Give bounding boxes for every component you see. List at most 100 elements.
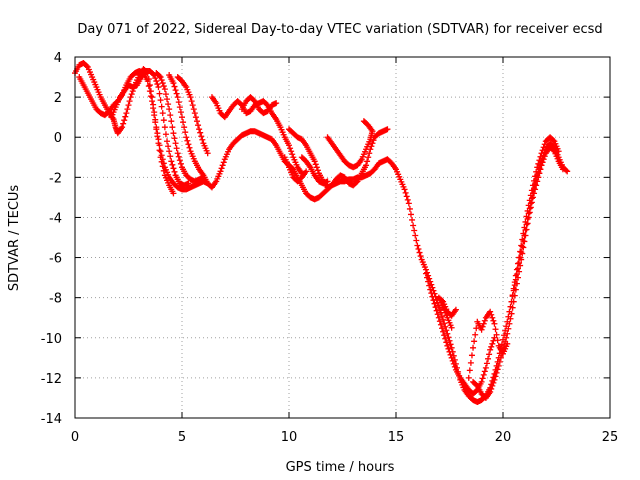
- data-point: [550, 137, 557, 144]
- data-point: [120, 120, 127, 127]
- data-point: [159, 80, 166, 87]
- data-point: [503, 334, 510, 341]
- data-point: [488, 343, 495, 350]
- data-point: [185, 141, 192, 148]
- data-point: [193, 118, 200, 125]
- data-point: [533, 168, 540, 175]
- data-point: [174, 150, 181, 157]
- data-point: [401, 186, 408, 193]
- data-point: [384, 126, 391, 133]
- data-point: [470, 344, 477, 351]
- data-point: [497, 354, 504, 361]
- data-point: [448, 354, 455, 361]
- x-tick-label: 0: [71, 430, 79, 445]
- data-point: [155, 140, 162, 147]
- data-point: [405, 200, 412, 207]
- data-point: [167, 112, 174, 119]
- data-point: [186, 144, 193, 151]
- data-point: [150, 105, 157, 112]
- data-point: [489, 314, 496, 321]
- y-tick-label: -2: [49, 171, 62, 186]
- data-point: [166, 106, 173, 113]
- data-point: [485, 355, 492, 362]
- data-point: [165, 143, 172, 150]
- data-point: [507, 315, 514, 322]
- y-tick-label: -14: [41, 412, 62, 427]
- data-point: [173, 145, 180, 152]
- data-point: [498, 350, 505, 357]
- data-point: [171, 83, 178, 90]
- data-point: [126, 98, 133, 105]
- data-point: [353, 179, 360, 186]
- data-point: [218, 165, 225, 172]
- data-point: [538, 162, 545, 169]
- data-point: [417, 253, 424, 260]
- series-arc-15: [465, 308, 511, 381]
- data-point: [531, 190, 538, 197]
- data-point: [439, 297, 446, 304]
- data-point: [170, 190, 177, 197]
- data-point: [204, 180, 211, 187]
- data-point: [425, 278, 432, 285]
- data-point: [364, 158, 371, 165]
- data-point: [198, 133, 205, 140]
- data-point: [191, 110, 198, 117]
- data-point: [494, 366, 501, 373]
- data-point: [550, 147, 557, 154]
- data-point: [524, 207, 531, 214]
- data-point: [518, 242, 525, 249]
- series-arc-12: [281, 154, 310, 185]
- data-point: [170, 130, 177, 137]
- data-point: [169, 161, 176, 168]
- data-point: [145, 83, 152, 90]
- data-point: [406, 205, 413, 212]
- data-point: [197, 129, 204, 136]
- x-tick-label: 20: [495, 430, 512, 445]
- data-point: [496, 358, 503, 365]
- data-point: [410, 222, 417, 229]
- data-point: [183, 134, 190, 141]
- data-point: [217, 168, 224, 175]
- data-point: [516, 254, 523, 261]
- data-point: [195, 122, 202, 129]
- series-arc-3: [108, 68, 192, 189]
- data-point: [167, 153, 174, 160]
- y-tick-label: -10: [41, 332, 62, 347]
- data-point: [369, 140, 376, 147]
- data-point: [538, 150, 545, 157]
- data-point: [541, 141, 548, 148]
- data-point: [440, 316, 447, 323]
- data-point: [287, 145, 294, 152]
- data-point: [171, 135, 178, 142]
- data-point: [465, 374, 472, 381]
- data-point: [535, 174, 542, 181]
- data-point: [402, 189, 409, 196]
- series-arc-13: [422, 270, 498, 397]
- data-point: [488, 385, 495, 392]
- data-point: [177, 160, 184, 167]
- y-axis-label: SDTVAR / TECUs: [7, 185, 22, 292]
- data-point: [439, 313, 446, 320]
- data-point: [491, 320, 498, 327]
- data-point: [415, 246, 422, 253]
- data-point: [492, 373, 499, 380]
- data-point: [171, 168, 178, 175]
- data-point: [443, 339, 450, 346]
- data-point: [436, 318, 443, 325]
- y-tick-label: 2: [54, 91, 62, 106]
- data-point: [289, 151, 296, 158]
- data-point: [532, 173, 539, 180]
- series-arc-2: [76, 68, 177, 197]
- data-point: [471, 338, 478, 345]
- data-point: [508, 310, 515, 317]
- data-point: [529, 182, 536, 189]
- data-point: [188, 98, 195, 105]
- data-point: [491, 334, 498, 341]
- data-point: [559, 166, 566, 173]
- data-point: [173, 90, 180, 97]
- data-point: [365, 154, 372, 161]
- data-point: [152, 75, 159, 82]
- data-point: [537, 166, 544, 173]
